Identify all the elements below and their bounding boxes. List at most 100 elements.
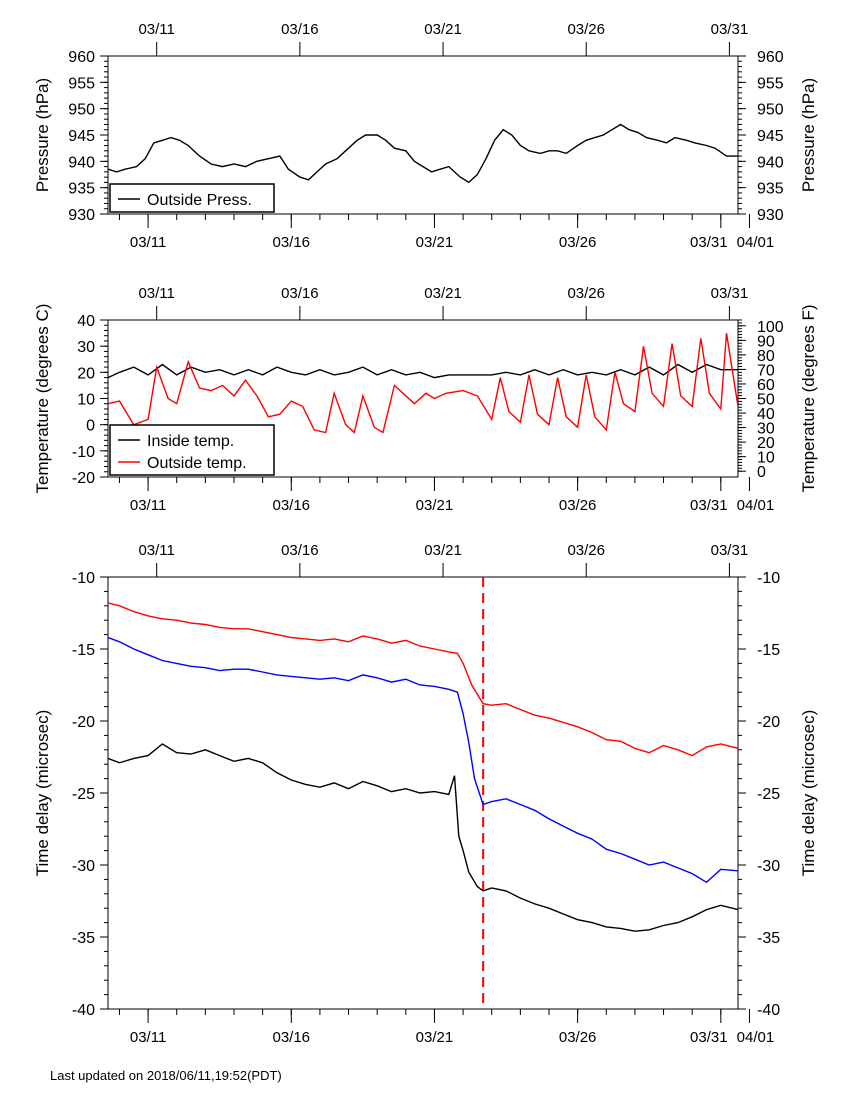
temperature-series-1 — [108, 332, 738, 434]
temperature-bottom-date: 03/16 — [272, 497, 310, 514]
temperature-rtick-label: 100 — [757, 319, 784, 336]
timedelay-bottom-date: 04/01 — [737, 1029, 775, 1046]
timedelay-ytick-label: -20 — [72, 714, 95, 731]
timedelay-ytick-label: -30 — [72, 858, 95, 875]
pressure-ylabel-right: Pressure (hPa) — [799, 78, 818, 192]
pressure-legend-label: Outside Press. — [147, 192, 252, 209]
temperature-top-date: 03/26 — [567, 285, 605, 302]
timedelay-rtick-label: -30 — [757, 858, 780, 875]
pressure-rtick-label: 955 — [757, 75, 784, 92]
pressure-rtick-label: 930 — [757, 207, 784, 224]
pressure-top-date: 03/16 — [281, 21, 319, 38]
pressure-top-date: 03/31 — [711, 21, 749, 38]
timedelay-ytick-label: -10 — [72, 570, 95, 587]
temperature-top-date: 03/31 — [711, 285, 749, 302]
temperature-legend-label: Outside temp. — [147, 455, 247, 472]
temperature-legend — [109, 424, 275, 476]
temperature-ytick-label: 20 — [77, 365, 95, 382]
temperature-rtick-label: 50 — [757, 392, 775, 409]
temperature-ytick-label: -10 — [72, 444, 95, 461]
temperature-bottom-date: 03/31 — [690, 497, 728, 514]
temperature-ytick-label: -20 — [72, 470, 95, 487]
pressure-rtick-label: 960 — [757, 49, 784, 66]
temperature-rtick-label: 40 — [757, 406, 775, 423]
timedelay-rtick-label: -20 — [757, 714, 780, 731]
temperature-rtick-label: 30 — [757, 421, 775, 438]
timedelay-top-date: 03/16 — [281, 542, 319, 559]
pressure-top-date: 03/11 — [138, 21, 174, 38]
timedelay-bottom-date: 03/11 — [130, 1029, 166, 1046]
timedelay-rtick-label: -10 — [757, 570, 780, 587]
timedelay-bottom-date: 03/21 — [416, 1029, 454, 1046]
timedelay-bottom-date: 03/16 — [272, 1029, 310, 1046]
pressure-bottom-date: 03/31 — [690, 234, 728, 251]
temperature-rtick-label: 20 — [757, 435, 775, 452]
timedelay-rtick-label: -40 — [757, 1002, 780, 1019]
pressure-bottom-date: 03/16 — [272, 234, 310, 251]
pressure-series-0 — [108, 123, 738, 184]
pressure-rtick-label: 940 — [757, 154, 784, 171]
timedelay-ylabel-right: Time delay (microsec) — [799, 710, 818, 877]
timedelay-rtick-label: -15 — [757, 642, 780, 659]
timedelay-series-2 — [108, 743, 738, 932]
pressure-ytick-label: 955 — [68, 75, 95, 92]
timedelay-top-date: 03/21 — [424, 542, 462, 559]
timedelay-top-date: 03/26 — [567, 542, 605, 559]
pressure-top-date: 03/26 — [567, 21, 605, 38]
pressure-ytick-label: 940 — [68, 154, 95, 171]
temperature-rtick-label: 80 — [757, 348, 775, 365]
last-updated-text: Last updated on 2018/06/11,19:52(PDT) — [50, 1068, 282, 1083]
pressure-rtick-label: 935 — [757, 181, 784, 198]
pressure-bottom-date: 03/11 — [130, 234, 166, 251]
temperature-top-date: 03/16 — [281, 285, 319, 302]
pressure-bottom-date: 03/21 — [416, 234, 454, 251]
pressure-ytick-label: 930 — [68, 207, 95, 224]
pressure-ylabel: Pressure (hPa) — [33, 78, 52, 192]
temperature-top-date: 03/21 — [424, 285, 462, 302]
pressure-rtick-label: 945 — [757, 128, 784, 145]
timedelay-rtick-label: -35 — [757, 930, 780, 947]
pressure-top-date: 03/21 — [424, 21, 462, 38]
timedelay-ylabel: Time delay (microsec) — [33, 710, 52, 877]
pressure-ytick-label: 950 — [68, 102, 95, 119]
pressure-ytick-label: 960 — [68, 49, 95, 66]
temperature-bottom-date: 03/21 — [416, 497, 454, 514]
temperature-ytick-label: 10 — [77, 392, 95, 409]
temperature-panel: -20-100102030400102030405060708090100Tem… — [33, 285, 818, 514]
timedelay-rtick-label: -25 — [757, 786, 780, 803]
timedelay-ytick-label: -25 — [72, 786, 95, 803]
temperature-ytick-label: 40 — [77, 313, 95, 330]
timedelay-top-date: 03/31 — [711, 542, 749, 559]
timedelay-top-date: 03/11 — [138, 542, 174, 559]
temperature-rtick-label: 0 — [757, 464, 766, 481]
timedelay-ytick-label: -40 — [72, 1002, 95, 1019]
pressure-panel: 930 935 940 945 950 955 960 930 935 940 945 950 955 9… — [33, 21, 818, 251]
temperature-ylabel: Temperature (degrees C) — [33, 304, 52, 494]
pressure-legend — [109, 183, 275, 213]
pressure-bottom-date: 04/01 — [737, 234, 775, 251]
temperature-rtick-label: 70 — [757, 362, 775, 379]
temperature-ytick-label: 0 — [86, 418, 95, 435]
temperature-bottom-date: 03/26 — [559, 497, 597, 514]
temperature-ytick-label: 30 — [77, 339, 95, 356]
temperature-rtick-label: 10 — [757, 450, 775, 467]
temperature-bottom-date: 04/01 — [737, 497, 775, 514]
temperature-rtick-label: 60 — [757, 377, 775, 394]
timedelay-bottom-date: 03/31 — [690, 1029, 728, 1046]
timedelay-ytick-label: -15 — [72, 642, 95, 659]
temperature-series-0 — [108, 363, 738, 379]
pressure-bottom-date: 03/26 — [559, 234, 597, 251]
timedelay-ytick-label: -35 — [72, 930, 95, 947]
temperature-top-date: 03/11 — [138, 285, 174, 302]
timedelay-series-0 — [108, 602, 738, 757]
pressure-ytick-label: 945 — [68, 128, 95, 145]
temperature-bottom-date: 03/11 — [130, 497, 166, 514]
temperature-rtick-label: 90 — [757, 333, 775, 350]
pressure-ytick-label: 935 — [68, 181, 95, 198]
timedelay-panel: -40 -35 -30 -25 -20 -15 -10 -40 -35 -30 -25 -20 -15 -… — [33, 542, 818, 1046]
timedelay-series-1 — [108, 636, 738, 884]
timedelay-bottom-date: 03/26 — [559, 1029, 597, 1046]
temperature-legend-label: Inside temp. — [147, 433, 234, 450]
temperature-ylabel-right: Temperature (degrees F) — [799, 304, 818, 492]
